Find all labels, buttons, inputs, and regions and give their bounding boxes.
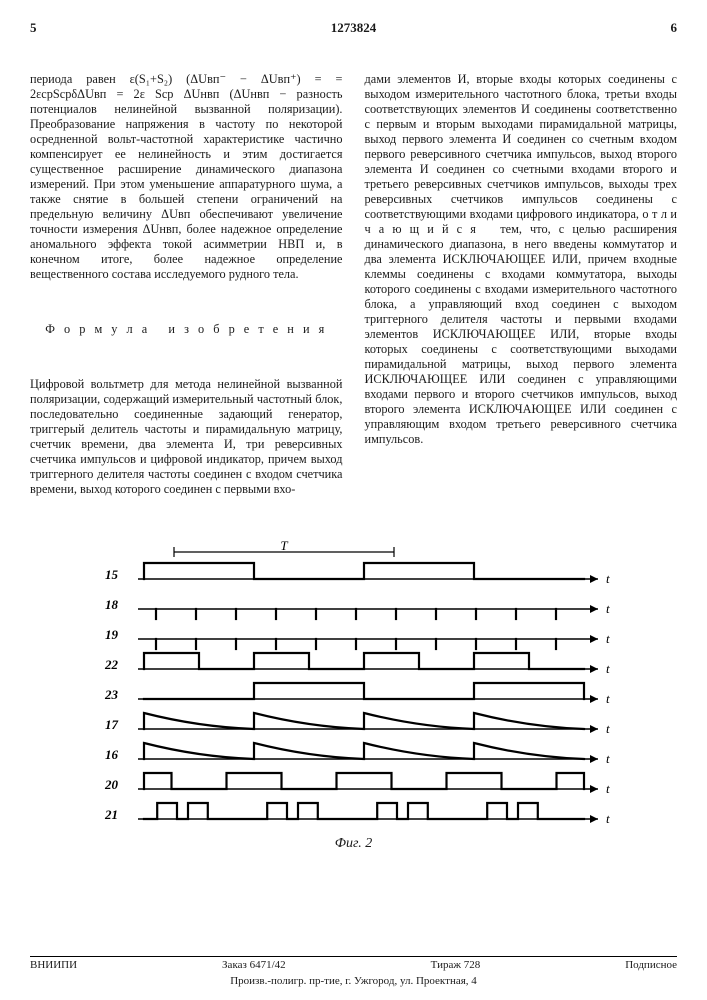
text-columns: периода равен ε(S₁+S₂) (ΔUвп⁻ − ΔUвп⁺) =…: [30, 42, 677, 527]
page-num-left: 5: [30, 20, 37, 36]
page-footer: ВНИИПИ Заказ 6471/42 Тираж 728 Подписное…: [30, 956, 677, 988]
svg-text:t: t: [606, 751, 610, 766]
svg-text:20: 20: [104, 777, 119, 792]
svg-text:t: t: [606, 721, 610, 736]
right-para: дами элементов И, вторые входы которых с…: [365, 72, 678, 447]
svg-text:t: t: [606, 601, 610, 616]
svg-text:23: 23: [104, 687, 119, 702]
svg-text:16: 16: [105, 747, 119, 762]
svg-text:t: t: [606, 661, 610, 676]
svg-text:T: T: [280, 541, 288, 553]
svg-text:17: 17: [105, 717, 119, 732]
page-header: 5 1273824 6: [30, 20, 677, 36]
right-column: дами элементов И, вторые входы которых с…: [365, 42, 678, 527]
svg-text:t: t: [606, 571, 610, 586]
left-column: периода равен ε(S₁+S₂) (ΔUвп⁻ − ΔUвп⁺) =…: [30, 42, 343, 527]
doc-number: 1273824: [331, 20, 377, 36]
svg-text:t: t: [606, 811, 610, 826]
figure-2: T 15 t 18 t 19 t 22 t 23 t 17 t 16 t 20 t 21 t Фиг. 2: [30, 541, 677, 852]
timing-diagram: T 15 t 18 t 19 t 22 t 23 t 17 t 16 t 20 t 21 t: [74, 541, 634, 831]
page-num-right: 6: [671, 20, 678, 36]
svg-text:t: t: [606, 691, 610, 706]
svg-text:15: 15: [105, 567, 119, 582]
left-para-2: Цифровой вольтметр для метода нелинейной…: [30, 377, 343, 497]
svg-text:21: 21: [104, 807, 118, 822]
footer-org: ВНИИПИ: [30, 959, 77, 972]
left-para-1: периода равен ε(S₁+S₂) (ΔUвп⁻ − ΔUвп⁺) =…: [30, 72, 343, 282]
svg-text:t: t: [606, 781, 610, 796]
svg-text:19: 19: [105, 627, 119, 642]
footer-tirazh: Тираж 728: [431, 959, 481, 972]
footer-address: Произв.-полигр. пр-тие, г. Ужгород, ул. …: [30, 975, 677, 988]
footer-order: Заказ 6471/42: [222, 959, 286, 972]
svg-text:22: 22: [104, 657, 119, 672]
figure-caption: Фиг. 2: [30, 835, 677, 852]
svg-text:18: 18: [105, 597, 119, 612]
claims-heading: Ф о р м у л а и з о б р е т е н и я: [30, 322, 343, 337]
patent-page: 5 1273824 6 периода равен ε(S₁+S₂) (ΔUвп…: [0, 0, 707, 1000]
svg-text:t: t: [606, 631, 610, 646]
footer-sub: Подписное: [625, 959, 677, 972]
